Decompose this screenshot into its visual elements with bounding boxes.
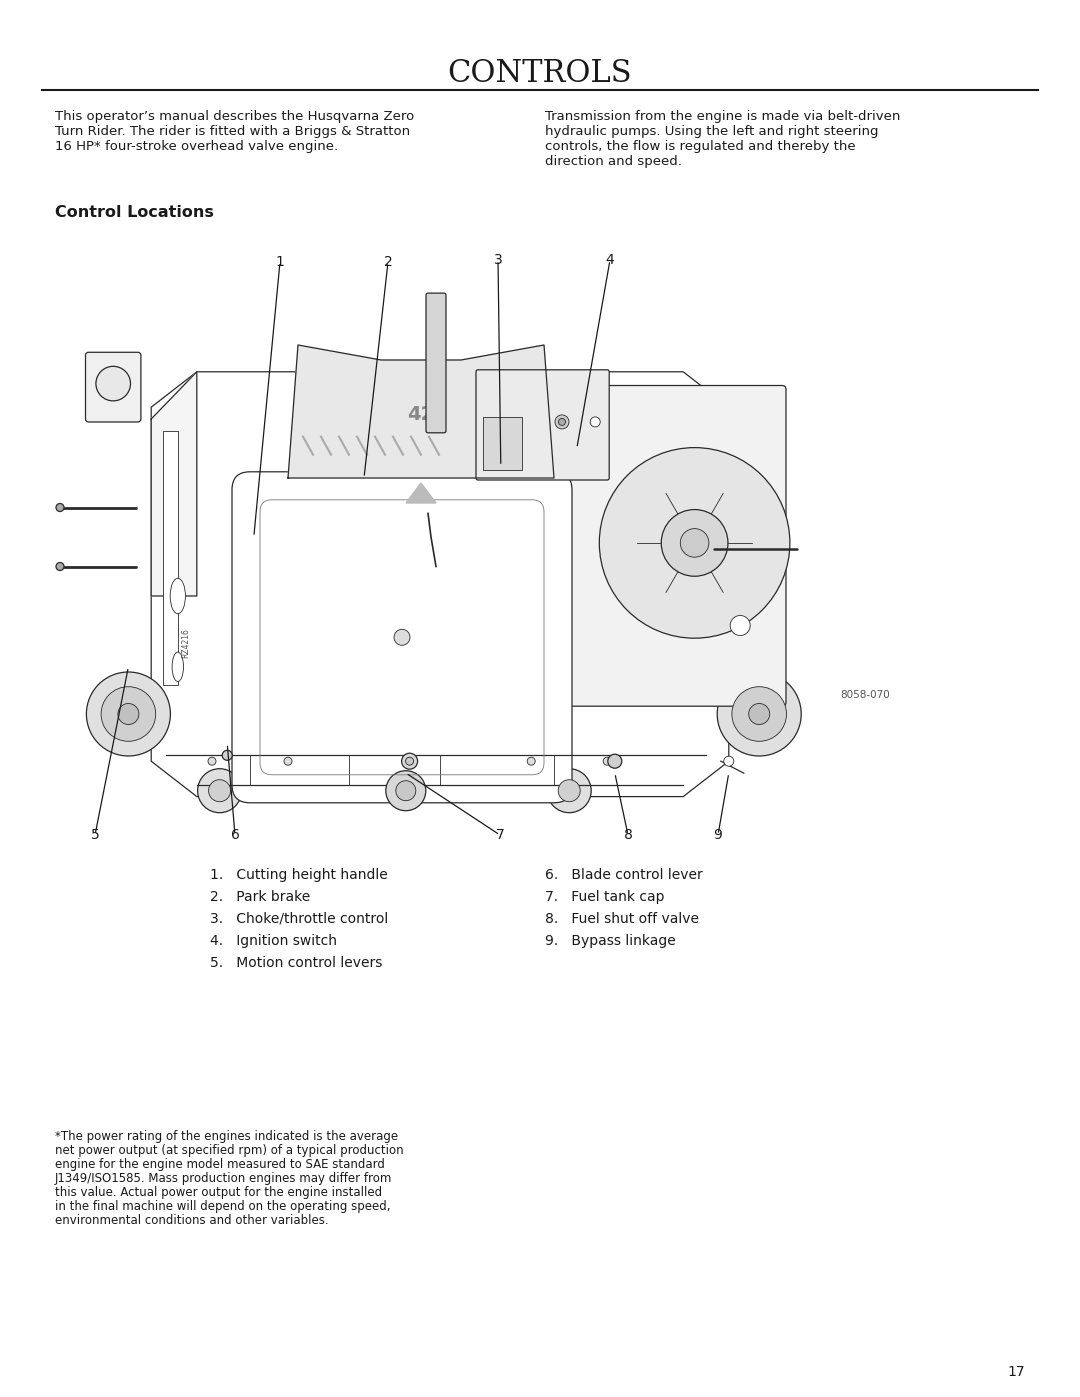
Circle shape [599, 447, 789, 638]
Text: CONTROLS: CONTROLS [448, 59, 632, 89]
Circle shape [730, 616, 751, 636]
Text: 9: 9 [714, 828, 723, 842]
Text: 7.   Fuel tank cap: 7. Fuel tank cap [545, 890, 664, 904]
Text: 9.   Bypass linkage: 9. Bypass linkage [545, 935, 676, 949]
Text: J1349/ISO1585. Mass production engines may differ from: J1349/ISO1585. Mass production engines m… [55, 1172, 392, 1185]
Text: Transmission from the engine is made via belt-driven: Transmission from the engine is made via… [545, 110, 901, 123]
Text: 8.   Fuel shut off valve: 8. Fuel shut off valve [545, 912, 699, 926]
Circle shape [386, 771, 426, 810]
FancyBboxPatch shape [232, 472, 572, 803]
Text: 5.   Motion control levers: 5. Motion control levers [210, 956, 382, 970]
Circle shape [717, 672, 801, 756]
Text: 17: 17 [1008, 1365, 1025, 1379]
Text: hydraulic pumps. Using the left and right steering: hydraulic pumps. Using the left and righ… [545, 124, 878, 138]
Text: 3: 3 [494, 253, 502, 267]
Text: 1.   Cutting height handle: 1. Cutting height handle [210, 868, 388, 882]
Circle shape [558, 780, 580, 802]
Bar [163, 430, 178, 685]
Text: this value. Actual power output for the engine installed: this value. Actual power output for the … [55, 1186, 382, 1199]
Text: 5: 5 [91, 828, 99, 842]
Circle shape [118, 704, 139, 725]
Circle shape [208, 780, 231, 802]
Text: 6.   Blade control lever: 6. Blade control lever [545, 868, 703, 882]
Circle shape [86, 672, 171, 756]
Circle shape [394, 629, 410, 645]
Text: 1: 1 [275, 256, 284, 270]
Circle shape [661, 510, 728, 576]
Ellipse shape [172, 652, 184, 682]
FancyBboxPatch shape [426, 293, 446, 433]
Bar [483, 416, 522, 469]
Text: *The power rating of the engines indicated is the average: *The power rating of the engines indicat… [55, 1130, 399, 1143]
Circle shape [732, 687, 786, 742]
Circle shape [102, 687, 156, 742]
Text: 16 HP* four-stroke overhead valve engine.: 16 HP* four-stroke overhead valve engine… [55, 140, 338, 154]
Text: net power output (at specified rpm) of a typical production: net power output (at specified rpm) of a… [55, 1144, 404, 1157]
Text: 42: 42 [407, 405, 434, 423]
Text: 2: 2 [383, 256, 392, 270]
FancyBboxPatch shape [476, 370, 609, 481]
Circle shape [56, 503, 64, 511]
Circle shape [724, 756, 733, 766]
Polygon shape [406, 483, 436, 503]
Circle shape [198, 768, 242, 813]
Text: 7: 7 [496, 828, 504, 842]
Text: 8: 8 [623, 828, 633, 842]
FancyBboxPatch shape [85, 352, 140, 422]
Text: engine for the engine model measured to SAE standard: engine for the engine model measured to … [55, 1158, 384, 1171]
Circle shape [402, 753, 418, 770]
Circle shape [527, 757, 536, 766]
Circle shape [608, 754, 622, 768]
Text: 4: 4 [606, 253, 615, 267]
Text: Control Locations: Control Locations [55, 205, 214, 219]
Text: 6: 6 [230, 828, 240, 842]
Text: 2.   Park brake: 2. Park brake [210, 890, 310, 904]
Ellipse shape [171, 578, 186, 613]
Text: 4.   Ignition switch: 4. Ignition switch [210, 935, 337, 949]
Text: RZ4216: RZ4216 [181, 629, 190, 658]
Text: controls, the flow is regulated and thereby the: controls, the flow is regulated and ther… [545, 140, 855, 154]
Circle shape [56, 563, 64, 570]
Circle shape [208, 757, 216, 766]
Text: environmental conditions and other variables.: environmental conditions and other varia… [55, 1214, 328, 1227]
Text: 8058-070: 8058-070 [840, 690, 890, 700]
Circle shape [406, 757, 414, 766]
FancyBboxPatch shape [527, 386, 786, 707]
Circle shape [748, 704, 770, 725]
Circle shape [555, 415, 569, 429]
Circle shape [604, 757, 611, 766]
Circle shape [680, 528, 708, 557]
Text: direction and speed.: direction and speed. [545, 155, 681, 168]
Circle shape [222, 750, 232, 760]
Polygon shape [151, 372, 729, 796]
Circle shape [590, 416, 600, 427]
Text: 3.   Choke/throttle control: 3. Choke/throttle control [210, 912, 388, 926]
Polygon shape [151, 372, 197, 597]
Text: This operator’s manual describes the Husqvarna Zero: This operator’s manual describes the Hus… [55, 110, 415, 123]
Circle shape [395, 781, 416, 800]
Text: in the final machine will depend on the operating speed,: in the final machine will depend on the … [55, 1200, 391, 1213]
Circle shape [558, 418, 566, 426]
Circle shape [284, 757, 292, 766]
Circle shape [548, 768, 591, 813]
Circle shape [96, 366, 131, 401]
Polygon shape [288, 345, 554, 478]
Text: Turn Rider. The rider is fitted with a Briggs & Stratton: Turn Rider. The rider is fitted with a B… [55, 124, 410, 138]
